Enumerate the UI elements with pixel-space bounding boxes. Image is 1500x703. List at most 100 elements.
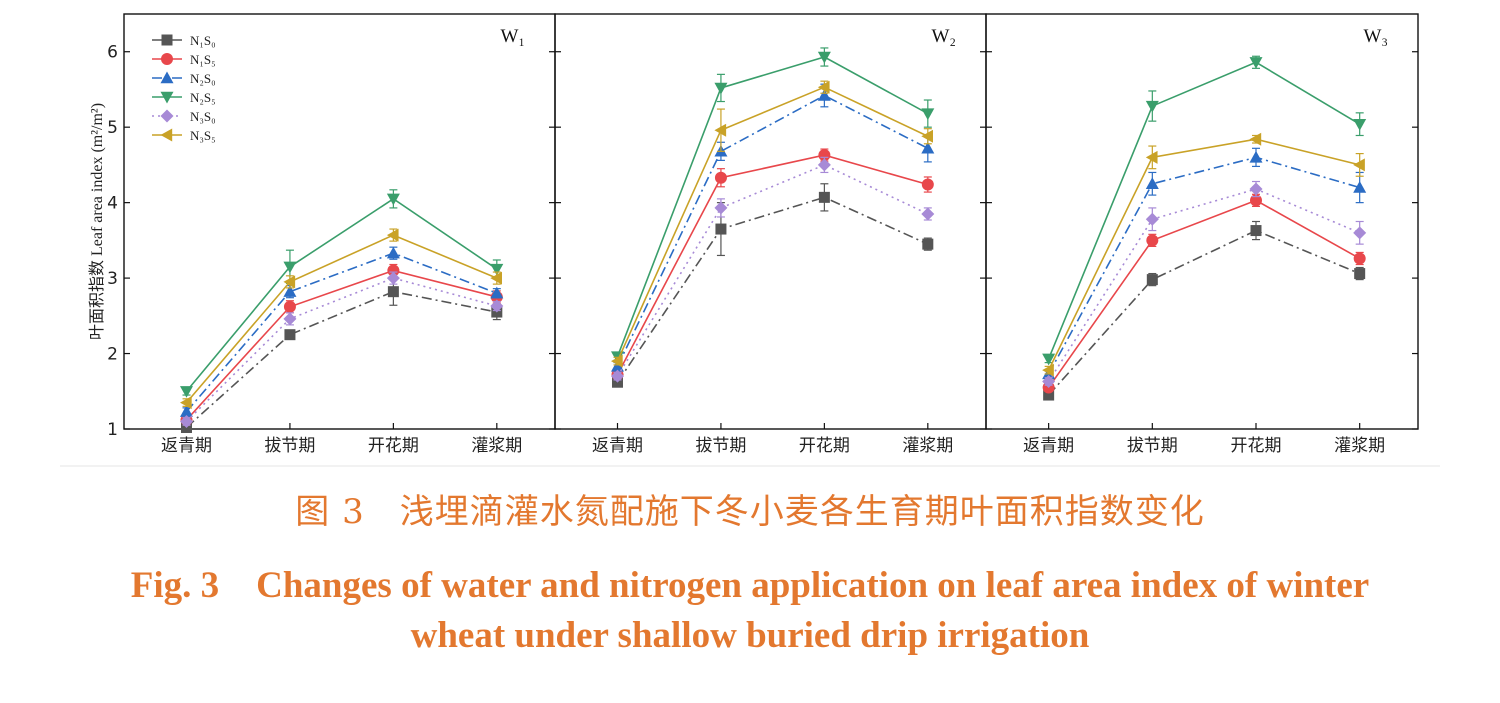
- data-point: [490, 263, 504, 276]
- legend-marker: [160, 128, 173, 142]
- data-point: [1353, 181, 1367, 193]
- series-N₂S₅: [1042, 55, 1367, 366]
- data-point: [1249, 132, 1262, 146]
- x-tick-label: 灌浆期: [1334, 436, 1385, 456]
- series-line: [1047, 188, 1360, 382]
- legend: N₁S₀ N₁S₅ N₂S₀ N₂S₅ N₃S₀ N₃S₅: [152, 33, 216, 143]
- data-point: [283, 275, 296, 289]
- leaf-area-index-chart: 叶面积指数 Leaf area index (m²/m²) 1 2 3 4 5 6 返青期 拔节…: [60, 13, 1440, 467]
- legend-marker: [160, 71, 174, 84]
- data-point: [817, 88, 831, 101]
- x-tick-label: 拔节期: [1127, 436, 1178, 456]
- data-point: [1354, 268, 1366, 280]
- series-N₁S₀: [1043, 220, 1366, 401]
- data-point: [284, 329, 296, 341]
- x-tick-label: 拔节期: [264, 436, 315, 456]
- data-point: [283, 285, 297, 297]
- legend-label: N₃S₀: [190, 109, 216, 124]
- series-line: [1047, 156, 1360, 375]
- series-line: [616, 196, 929, 383]
- data-point: [817, 51, 831, 64]
- series-line: [1047, 61, 1361, 360]
- y-tick-label: 1: [107, 420, 118, 440]
- data-point: [387, 286, 399, 298]
- legend-label: N₂S₅: [190, 90, 216, 105]
- series-N₁S₅: [1042, 193, 1366, 394]
- y-tick-label: 4: [107, 194, 118, 214]
- series-line: [616, 164, 929, 377]
- series-N₂S₀: [179, 246, 504, 417]
- data-point: [817, 158, 831, 172]
- data-point: [490, 271, 503, 285]
- data-point: [283, 261, 297, 274]
- figure-caption-english-line1: Fig. 3 Changes of water and nitrogen app…: [130, 565, 1370, 606]
- x-tick-label: 灌浆期: [471, 436, 522, 456]
- data-point: [1250, 225, 1262, 237]
- series-N₃S₅: [610, 80, 934, 368]
- series-line: [616, 154, 929, 376]
- data-point: [921, 129, 934, 143]
- series-N₃S₀: [610, 156, 935, 383]
- data-point: [714, 171, 727, 184]
- data-point: [610, 354, 623, 368]
- data-point: [1146, 274, 1158, 286]
- series-line: [185, 277, 498, 423]
- data-point: [386, 228, 399, 242]
- data-point: [922, 238, 934, 250]
- data-point: [1145, 212, 1159, 226]
- series-N₂S₀: [1042, 147, 1367, 380]
- data-point: [179, 414, 193, 428]
- data-point: [818, 149, 831, 162]
- figure-caption-chinese: 图 3 浅埋滴灌水氮配施下冬小麦各生育期叶面积指数变化: [295, 492, 1205, 532]
- y-tick-label: 6: [107, 43, 118, 63]
- data-point: [1353, 226, 1367, 240]
- series-N₂S₅: [179, 189, 504, 398]
- series-N₁S₀: [611, 183, 934, 388]
- panel-label: W₃: [1363, 26, 1388, 47]
- data-point: [1249, 182, 1263, 196]
- y-tick-label: 2: [107, 345, 118, 365]
- data-point: [1145, 177, 1159, 189]
- series-line: [616, 86, 929, 362]
- data-point: [490, 286, 504, 299]
- series-line: [185, 252, 498, 413]
- data-point: [283, 312, 297, 326]
- series-N₃S₀: [179, 271, 504, 428]
- series-line: [185, 269, 498, 421]
- series-N₃S₅: [1042, 132, 1365, 377]
- legend-label: N₂S₀: [190, 71, 216, 86]
- panel-label: W₁: [500, 26, 525, 47]
- data-point: [1145, 100, 1159, 113]
- x-tick-label: 返青期: [1023, 436, 1074, 456]
- series-line: [616, 56, 929, 357]
- data-point: [1353, 118, 1367, 131]
- data-point: [386, 193, 400, 206]
- series-N₂S₅: [610, 47, 935, 364]
- x-tick-label: 开花期: [799, 436, 850, 456]
- data-point: [921, 108, 935, 121]
- data-point: [179, 396, 192, 410]
- data-point: [283, 300, 296, 313]
- x-tick-label: 开花期: [1231, 436, 1282, 456]
- data-point: [715, 223, 727, 235]
- data-point: [610, 369, 624, 383]
- y-tick-label: 5: [107, 118, 118, 138]
- y-tick-label: 3: [107, 269, 118, 289]
- data-point: [1353, 158, 1365, 172]
- series-N₁S₀: [180, 277, 503, 433]
- data-point: [714, 201, 728, 215]
- data-point: [1042, 353, 1056, 366]
- data-point: [386, 246, 400, 259]
- legend-marker: [160, 91, 174, 104]
- legend-label: N₁S₅: [190, 52, 216, 67]
- data-point: [1146, 234, 1159, 247]
- panel-frame: [123, 13, 556, 430]
- data-point: [1249, 150, 1263, 163]
- series-line: [1048, 229, 1360, 396]
- data-point: [714, 82, 728, 95]
- legend-marker: [161, 53, 173, 65]
- series-N₁S₅: [180, 263, 503, 426]
- data-point: [610, 359, 624, 372]
- panel-frame: [985, 13, 1419, 430]
- data-point: [1250, 194, 1262, 207]
